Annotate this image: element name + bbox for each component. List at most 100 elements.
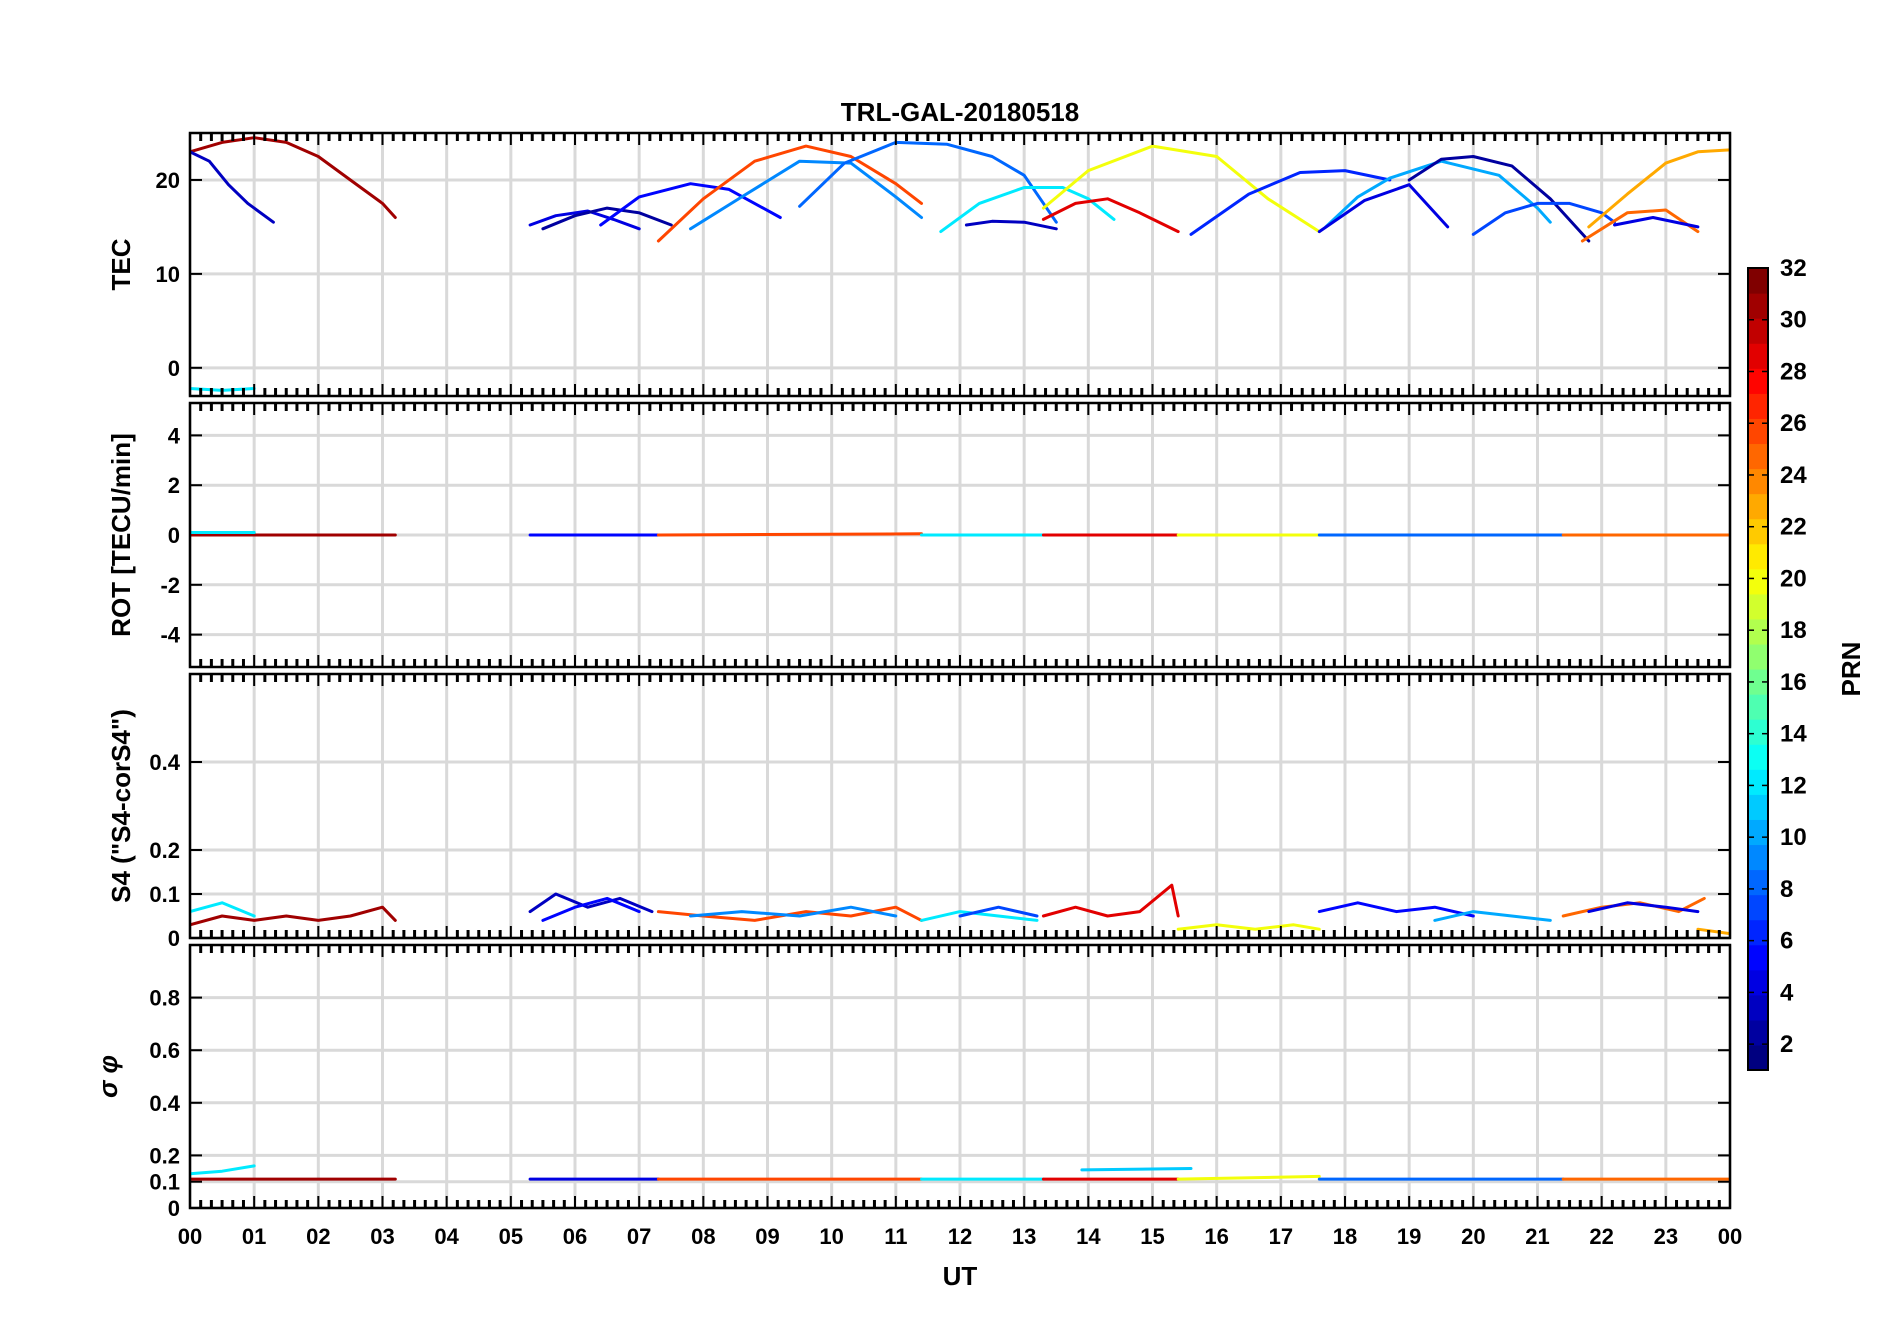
series-line xyxy=(528,892,654,914)
colorbar-tick-label: 24 xyxy=(1780,462,1807,489)
series-line xyxy=(190,905,397,927)
colorbar-tick-label: 18 xyxy=(1780,617,1807,644)
colorbar-tick-label: 32 xyxy=(1780,255,1807,282)
series-line xyxy=(798,140,1058,224)
colorbar-band xyxy=(1748,393,1768,419)
x-tick-label: 00 xyxy=(178,1224,202,1249)
y-axis-label: S4 ("S4-corS4") xyxy=(106,709,136,903)
colorbar-band xyxy=(1748,669,1768,695)
x-tick-label: 03 xyxy=(370,1224,394,1249)
colorbar-band xyxy=(1748,944,1768,971)
colorbar-band xyxy=(1748,969,1768,996)
colorbar-band xyxy=(1748,593,1768,620)
series-group xyxy=(190,531,1730,537)
colorbar-band xyxy=(1748,643,1768,670)
series-line xyxy=(1189,169,1392,236)
series-line xyxy=(1041,144,1321,234)
colorbar-band xyxy=(1748,919,1768,946)
axes-box xyxy=(188,672,1732,940)
series-line xyxy=(190,136,397,219)
colorbar-band xyxy=(1748,493,1768,520)
colorbar-band xyxy=(1748,869,1768,896)
y-tick-label: 0 xyxy=(168,523,180,548)
y-tick-label: -4 xyxy=(160,623,180,648)
x-tick-label: 12 xyxy=(948,1224,972,1249)
x-tick-label: 17 xyxy=(1269,1224,1293,1249)
series-line xyxy=(1613,216,1700,229)
colorbar-band xyxy=(1748,318,1768,344)
colorbar-band xyxy=(1748,518,1768,545)
series-line xyxy=(1041,197,1180,234)
series-line xyxy=(541,206,673,231)
y-tick-label: 4 xyxy=(168,423,181,448)
colorbar-band xyxy=(1748,543,1768,570)
x-tick-label: 15 xyxy=(1140,1224,1164,1249)
series-line xyxy=(1580,208,1700,243)
series-line xyxy=(1176,923,1321,931)
x-tick-label: 20 xyxy=(1461,1224,1485,1249)
x-tick-label: 00 xyxy=(1718,1224,1742,1249)
series-line xyxy=(656,144,923,243)
series-line xyxy=(1471,201,1616,236)
x-tick-label: 14 xyxy=(1076,1224,1101,1249)
y-tick-label: 0.8 xyxy=(149,986,180,1011)
colorbar-band xyxy=(1748,794,1768,820)
colorbar-band xyxy=(1748,994,1768,1021)
x-tick-label: 18 xyxy=(1333,1224,1357,1249)
series-line xyxy=(1182,395,1193,396)
series-line xyxy=(190,1164,256,1176)
y-tick-label: 0.6 xyxy=(149,1038,180,1063)
x-tick-label: 06 xyxy=(563,1224,587,1249)
y-tick-label: 0.1 xyxy=(149,882,180,907)
series-line xyxy=(541,896,641,922)
series-line xyxy=(1041,883,1180,918)
series-group xyxy=(190,1164,1730,1181)
colorbar-band xyxy=(1748,769,1768,795)
colorbar-tick-label: 22 xyxy=(1780,514,1807,541)
y-tick-label: 0 xyxy=(168,356,180,381)
series-line xyxy=(1561,896,1706,918)
axes-box xyxy=(188,131,1732,398)
y-tick-label: 0.1 xyxy=(149,1170,180,1195)
series-line xyxy=(958,905,1039,918)
series-line xyxy=(190,150,275,224)
panel-sigma_phi: 00.10.2 0.4 0.6 0.8 σ φ xyxy=(93,943,1732,1221)
colorbar-band xyxy=(1748,293,1768,319)
x-tick-label: 04 xyxy=(434,1224,459,1249)
series-line xyxy=(1696,927,1730,936)
x-tick-label: 10 xyxy=(819,1224,843,1249)
series-line xyxy=(1176,1174,1321,1181)
axes-box xyxy=(188,943,1732,1210)
colorbar-tick-label: 16 xyxy=(1780,669,1807,696)
x-tick-label: 09 xyxy=(755,1224,779,1249)
colorbar-band xyxy=(1748,343,1768,369)
colorbar-band xyxy=(1748,568,1768,595)
x-tick-label: 02 xyxy=(306,1224,330,1249)
x-tick-label: 11 xyxy=(884,1224,907,1249)
series-line xyxy=(190,901,256,918)
colorbar-tick-label: 28 xyxy=(1780,358,1807,385)
axes-box xyxy=(188,401,1732,669)
y-tick-label: 0.4 xyxy=(149,750,180,775)
x-tick-label: 07 xyxy=(627,1224,651,1249)
panel-tec: 0 10 20 TEC xyxy=(106,131,1732,398)
colorbar-band xyxy=(1748,368,1768,394)
x-tick-label: 16 xyxy=(1204,1224,1228,1249)
y-axis-label: ROT [TECU/min] xyxy=(106,433,136,637)
y-tick-label: 0 xyxy=(168,926,180,951)
y-axis-label: σ φ xyxy=(93,1055,123,1098)
x-axis-label: UT xyxy=(943,1261,978,1291)
colorbar-tick-label: 14 xyxy=(1780,721,1807,748)
series-line xyxy=(1317,901,1475,918)
colorbar-band xyxy=(1748,744,1768,770)
colorbar-band xyxy=(1748,719,1768,745)
colorbar-tick-label: 2 xyxy=(1780,1031,1793,1058)
colorbar-label: PRN xyxy=(1836,642,1866,697)
y-tick-label: 10 xyxy=(156,262,180,287)
series-line xyxy=(1407,155,1591,243)
colorbar-tick-label: 12 xyxy=(1780,772,1807,799)
x-tick-label: 22 xyxy=(1589,1224,1613,1249)
series-line xyxy=(1080,1167,1193,1172)
